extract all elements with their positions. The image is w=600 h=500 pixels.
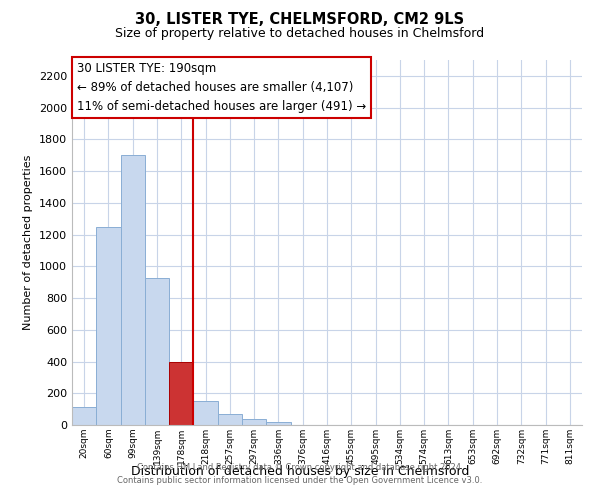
Bar xyxy=(145,278,169,425)
Text: Contains HM Land Registry data © Crown copyright and database right 2024.
Contai: Contains HM Land Registry data © Crown c… xyxy=(118,464,482,485)
Bar xyxy=(218,414,242,425)
Bar xyxy=(121,155,145,425)
Bar xyxy=(242,420,266,425)
Bar xyxy=(266,422,290,425)
Text: 30 LISTER TYE: 190sqm
← 89% of detached houses are smaller (4,107)
11% of semi-d: 30 LISTER TYE: 190sqm ← 89% of detached … xyxy=(77,62,367,113)
Bar xyxy=(169,362,193,425)
Bar xyxy=(193,401,218,425)
Text: 30, LISTER TYE, CHELMSFORD, CM2 9LS: 30, LISTER TYE, CHELMSFORD, CM2 9LS xyxy=(136,12,464,28)
Bar xyxy=(72,407,96,425)
Bar xyxy=(96,228,121,425)
Text: Size of property relative to detached houses in Chelmsford: Size of property relative to detached ho… xyxy=(115,28,485,40)
Y-axis label: Number of detached properties: Number of detached properties xyxy=(23,155,34,330)
Text: Distribution of detached houses by size in Chelmsford: Distribution of detached houses by size … xyxy=(131,465,469,478)
